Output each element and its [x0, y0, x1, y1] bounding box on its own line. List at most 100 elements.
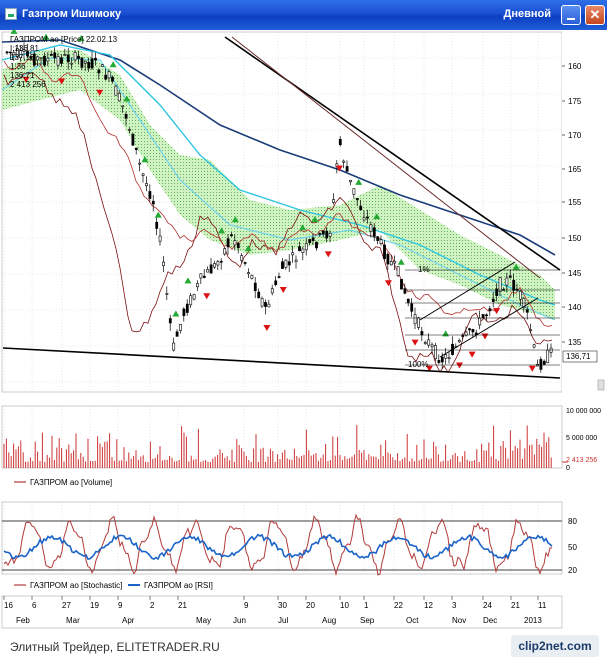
buy-signal [311, 216, 319, 223]
candle [345, 166, 349, 172]
candle [423, 342, 427, 344]
candle [233, 240, 237, 246]
candle [12, 52, 16, 56]
legend-entry: 2 413 256 [10, 80, 46, 89]
candle [158, 235, 162, 242]
x-month-label: Oct [406, 616, 419, 625]
candle [430, 344, 434, 348]
candle [457, 340, 461, 343]
sell-signal [96, 89, 104, 96]
x-day-label: 9 [244, 601, 249, 610]
candle [519, 290, 522, 300]
candle [236, 243, 240, 249]
price-tick-label: 145 [568, 269, 582, 278]
current-price-label: 136,71 [566, 352, 591, 361]
candle [440, 356, 444, 363]
candle [349, 179, 352, 183]
volume-axis-label: 0 [566, 465, 570, 472]
candle [383, 244, 386, 259]
price-tick-label: 155 [568, 198, 582, 207]
candle [250, 274, 254, 279]
minimize-button[interactable] [561, 5, 581, 25]
fib-bottom-label: 100% [408, 360, 428, 369]
candle [281, 261, 284, 269]
candle [77, 55, 80, 59]
candle [478, 317, 482, 326]
candle [134, 147, 138, 150]
x-day-label: 19 [90, 601, 99, 610]
candle [427, 339, 431, 346]
candle [542, 360, 546, 365]
timeframe-label[interactable]: Дневной [503, 8, 552, 20]
candle [155, 221, 159, 229]
candle [338, 138, 342, 146]
sell-signal [263, 324, 271, 331]
candle [175, 331, 179, 337]
buy-signal [172, 310, 180, 317]
price-axis [562, 32, 605, 392]
clip2net-logo[interactable]: clip2net.com [511, 635, 599, 657]
candle [151, 200, 155, 205]
sell-signal [203, 293, 211, 300]
x-month-label: May [196, 616, 211, 625]
rsi-legend: ГАЗПРОМ ао [RSI] [144, 581, 213, 590]
candle [107, 71, 111, 79]
ichimoku-chart[interactable]: 1% 100% ГАЗПРОМ ао [Price] 22.02.13I:136… [0, 27, 607, 630]
candle [124, 114, 128, 119]
close-button[interactable]: ✕ [585, 5, 605, 25]
candle [274, 280, 278, 286]
candle [128, 129, 131, 131]
chart-area[interactable]: 1% 100% ГАЗПРОМ ао [Price] 22.02.13 I:136… [0, 27, 607, 630]
candle [437, 360, 441, 363]
current-price-box [562, 350, 598, 363]
candle [287, 261, 291, 266]
title-bar: Газпром Ишимоку Дневной ✕ [0, 0, 607, 30]
sell-signal [425, 365, 433, 372]
x-day-label: 10 [340, 601, 349, 610]
price-tick-label: 140 [568, 303, 582, 312]
price-tick-label: 150 [568, 234, 582, 243]
volume-legend: ГАЗПРОМ ао [Volume] [30, 478, 112, 487]
candle [512, 279, 516, 291]
legend-entry: 137,13 [10, 53, 35, 62]
candle [468, 328, 471, 331]
candle [403, 288, 407, 294]
candle [406, 298, 410, 303]
candle [264, 302, 267, 307]
x-day-label: 21 [511, 601, 520, 610]
candle [325, 230, 329, 239]
x-month-label: Sep [360, 616, 375, 625]
candle [491, 298, 495, 302]
candle [192, 294, 196, 300]
candle [355, 198, 359, 201]
scroll-handle[interactable] [597, 379, 605, 391]
x-day-label: 11 [538, 601, 547, 610]
x-day-label: 16 [4, 601, 13, 610]
fib-top-label: 1% [418, 265, 430, 274]
candle [284, 259, 288, 268]
price-tick-label: 165 [568, 165, 582, 174]
buy-signal [42, 33, 50, 40]
trendline-upper-inner [231, 36, 541, 279]
candle [495, 288, 499, 296]
candle [267, 303, 271, 308]
candle [352, 188, 356, 195]
candle [15, 48, 19, 57]
candle [488, 308, 492, 312]
candle [471, 329, 475, 333]
candle [213, 263, 216, 268]
candle [83, 60, 87, 64]
candle [481, 314, 485, 319]
x-month-label: Dec [483, 616, 497, 625]
candle [529, 329, 533, 332]
candle [389, 261, 393, 266]
sell-signal [384, 280, 392, 287]
x-day-label: 12 [424, 601, 433, 610]
volume-axis-label: 5 000 000 [566, 435, 597, 442]
x-day-label: 21 [178, 601, 187, 610]
candle [301, 248, 305, 253]
price-tick-label: 160 [568, 62, 582, 71]
buy-signal [184, 277, 192, 284]
candle [366, 216, 369, 219]
candle [393, 261, 397, 264]
